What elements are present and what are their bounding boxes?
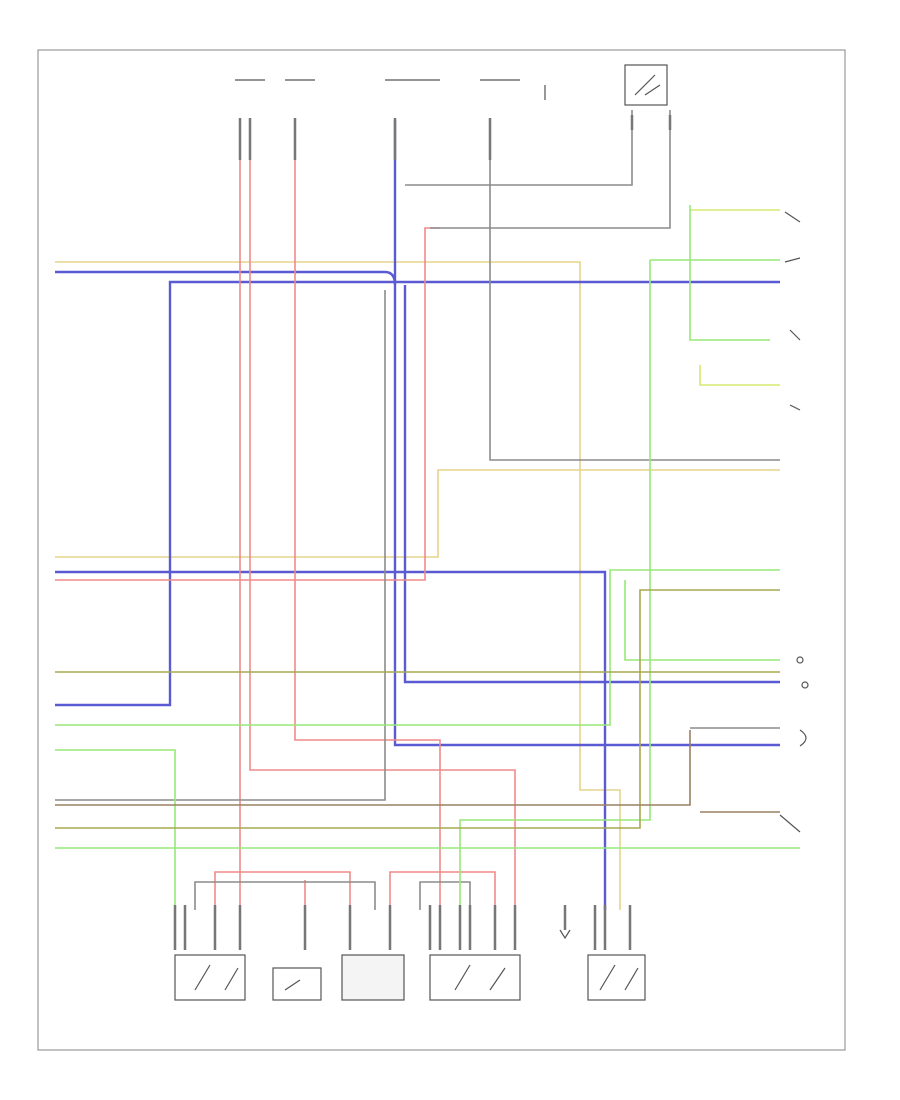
wires: [55, 110, 800, 910]
wire: [624, 580, 780, 661]
wire: [55, 569, 780, 726]
relay-contact: [194, 964, 239, 991]
wire: [419, 881, 471, 910]
wire: [403, 285, 780, 684]
wire: [55, 589, 780, 829]
switch-box: [272, 967, 322, 1001]
wire: [689, 205, 770, 341]
wire: [214, 871, 351, 910]
frame: [37, 49, 846, 1051]
relay: [174, 954, 246, 1001]
wire: [294, 120, 441, 910]
switch: [284, 979, 301, 991]
wire: [194, 881, 376, 910]
wire: [55, 270, 780, 747]
wire: [430, 110, 671, 229]
fuse-block: [235, 79, 546, 100]
connectors: [173, 905, 632, 950]
wire: [55, 749, 176, 910]
wire: [249, 120, 516, 910]
wire: [55, 469, 780, 558]
top-components: [235, 64, 809, 833]
wire: [55, 730, 691, 806]
switches: [784, 211, 801, 411]
sensor: [799, 729, 807, 747]
switch: [779, 814, 801, 833]
bottom-components: [173, 905, 646, 1001]
wire: [405, 110, 633, 186]
wire: [389, 871, 496, 910]
relay-contact: [454, 964, 506, 991]
wire: [699, 365, 780, 386]
relay: [587, 954, 646, 1001]
wire: [55, 290, 386, 801]
wire: [489, 120, 780, 461]
wire: [459, 260, 651, 910]
terminal: [801, 681, 809, 689]
diode: [559, 929, 571, 940]
connectors: [238, 115, 672, 160]
wire: [55, 570, 607, 910]
relay-contact: [599, 964, 639, 991]
wire: [55, 261, 621, 910]
module: [341, 954, 405, 1001]
relay: [624, 64, 668, 106]
relay-contact: [634, 74, 661, 96]
wire: [55, 280, 780, 707]
terminal: [796, 656, 804, 664]
relay: [429, 954, 521, 1001]
